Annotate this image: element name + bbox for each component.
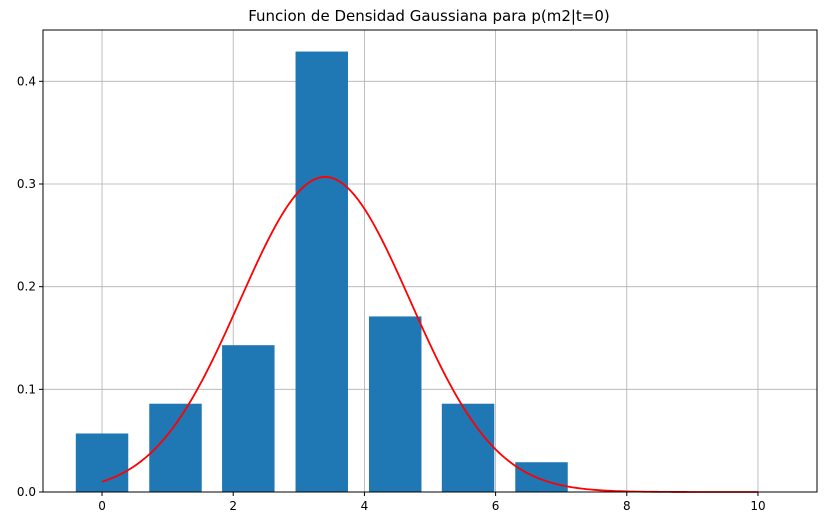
x-tick-label: 6 [492, 499, 500, 513]
bar [515, 462, 568, 492]
plot-frame [42, 29, 818, 493]
bar [75, 433, 129, 492]
x-tick-label: 0 [98, 499, 106, 513]
x-tick-label: 4 [361, 499, 369, 513]
chart-title: Funcion de Densidad Gaussiana para p(m2|… [248, 7, 610, 25]
axes-layer [42, 29, 818, 493]
y-tick-label: 0.0 [17, 485, 36, 499]
ticks-layer: 0 2 4 6 8 10 0.0 0.1 0.2 0.3 0.4 [17, 74, 766, 513]
bar [222, 345, 275, 492]
bar [368, 316, 422, 492]
bars-layer [75, 51, 568, 493]
bar [295, 51, 349, 493]
y-tick-label: 0.2 [17, 280, 36, 294]
bar [149, 403, 202, 492]
x-tick-label: 2 [229, 499, 237, 513]
y-tick-label: 0.4 [17, 74, 36, 88]
bar [441, 403, 495, 492]
y-tick-label: 0.3 [17, 177, 36, 191]
x-tick-label: 8 [623, 499, 631, 513]
y-tick-label: 0.1 [17, 382, 36, 396]
x-tick-label: 10 [750, 499, 765, 513]
